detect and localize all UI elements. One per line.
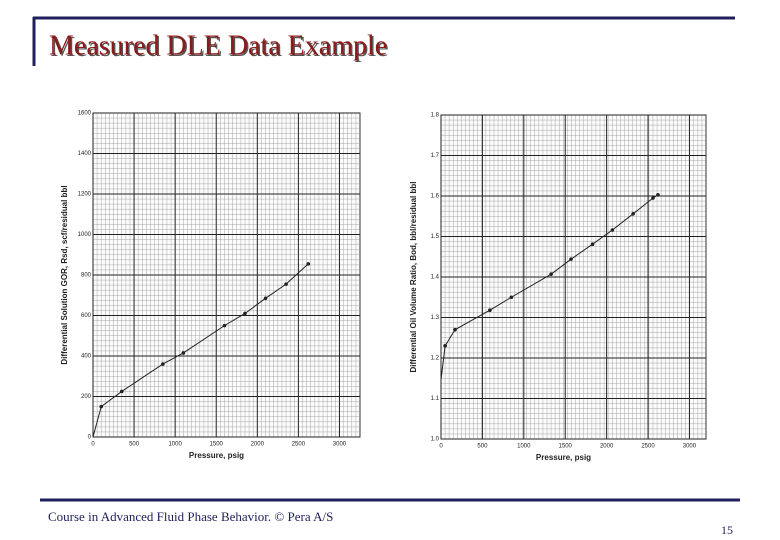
x-tick-label: 0 [439, 444, 443, 450]
x-tick-label: 0 [91, 442, 95, 448]
x-tick-label: 2000 [600, 444, 614, 450]
data-point [590, 242, 595, 246]
title-shadow: Measured DLE Data Example [51, 32, 389, 63]
y-tick-label: 1.4 [431, 275, 440, 281]
data-point [610, 228, 615, 232]
x-axis-label: Pressure, psig [189, 451, 244, 460]
y-tick-label: 1.0 [431, 437, 440, 443]
x-tick-label: 1500 [559, 444, 573, 450]
data-point [453, 327, 457, 332]
y-tick-label: 800 [81, 273, 92, 279]
data-point [161, 362, 165, 366]
x-tick-label: 500 [477, 444, 488, 450]
data-point [243, 311, 247, 316]
data-point [631, 212, 635, 216]
y-axis-label: Differential Solution GOR, Rsd, scf/resi… [60, 185, 69, 364]
x-tick-label: 3000 [683, 444, 697, 450]
x-tick-label: 1000 [168, 442, 182, 448]
data-line [92, 263, 309, 438]
y-tick-label: 600 [81, 313, 92, 319]
y-tick-label: 400 [81, 354, 92, 360]
y-tick-label: 1600 [78, 111, 92, 117]
data-point [549, 272, 553, 276]
footer: Course in Advanced Fluid Phase Behavior.… [48, 509, 333, 524]
x-tick-label: 1000 [517, 444, 531, 450]
data-point [284, 282, 288, 286]
data-point [222, 323, 227, 328]
data-point [509, 295, 514, 300]
data-point [263, 296, 268, 301]
data-point [181, 351, 186, 355]
data-point [119, 389, 124, 394]
x-tick-label: 2500 [641, 444, 655, 450]
x-tick-label: 500 [129, 442, 140, 448]
x-axis-label: Pressure, psig [536, 453, 591, 462]
data-line [440, 194, 659, 380]
y-tick-label: 1.8 [431, 113, 440, 119]
y-tick-label: 1.7 [431, 153, 440, 159]
data-point [443, 344, 447, 348]
data-point [99, 404, 104, 409]
x-tick-label: 3000 [333, 442, 347, 448]
y-tick-label: 1.5 [431, 234, 440, 240]
y-tick-label: 0 [88, 435, 92, 441]
x-tick-label: 2500 [292, 442, 306, 448]
y-tick-label: 1000 [78, 232, 92, 238]
y-axis-label: Differential Oil Volume Ratio, Bod, bbl/… [409, 182, 418, 373]
data-point [656, 192, 660, 197]
y-tick-label: 1400 [78, 151, 92, 157]
data-point [306, 262, 311, 266]
y-tick-label: 1.6 [431, 194, 440, 200]
data-point [488, 308, 492, 313]
y-tick-label: 1.2 [431, 356, 440, 362]
y-tick-label: 1.3 [431, 315, 440, 321]
slide-title: Measured DLE Data Example [49, 30, 387, 61]
x-tick-label: 2000 [251, 442, 265, 448]
data-point [651, 196, 655, 200]
y-tick-label: 1.1 [431, 396, 440, 402]
y-tick-label: 200 [81, 394, 92, 400]
y-tick-label: 1200 [78, 192, 92, 198]
data-point [569, 257, 573, 261]
page-number: 15 [721, 523, 733, 537]
x-tick-label: 1500 [210, 442, 224, 448]
